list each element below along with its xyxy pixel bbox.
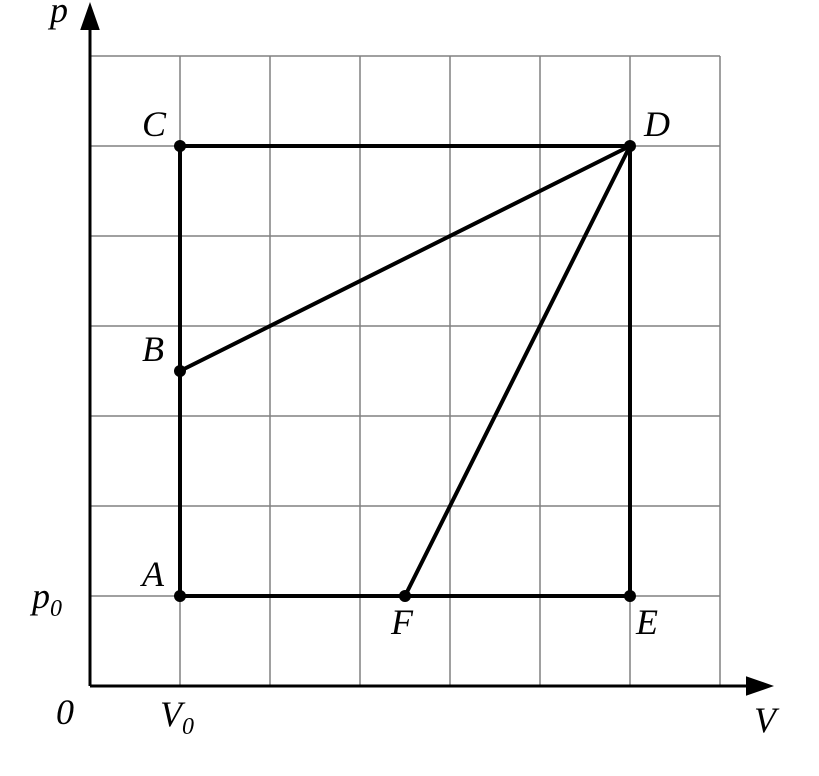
y-axis-label: p [47,0,68,30]
pv-diagram-container: ABCDEFpV0p0V0 [0,0,819,776]
label-point-e: E [635,602,658,642]
label-point-f: F [390,602,414,642]
x-tick-label: V0 [160,694,194,740]
point-b [174,365,186,377]
points [174,140,636,602]
y-tick-label: p0 [29,576,62,622]
pv-diagram-svg: ABCDEFpV0p0V0 [0,0,819,776]
x-axis-label: V [754,700,780,740]
edges [180,146,630,596]
label-point-b: B [142,329,164,369]
label-point-d: D [643,104,670,144]
point-f [399,590,411,602]
point-d [624,140,636,152]
point-c [174,140,186,152]
label-point-a: A [140,554,165,594]
labels: ABCDEFpV0p0V0 [29,0,780,740]
label-point-c: C [142,104,167,144]
origin-label: 0 [56,692,74,732]
point-e [624,590,636,602]
point-a [174,590,186,602]
